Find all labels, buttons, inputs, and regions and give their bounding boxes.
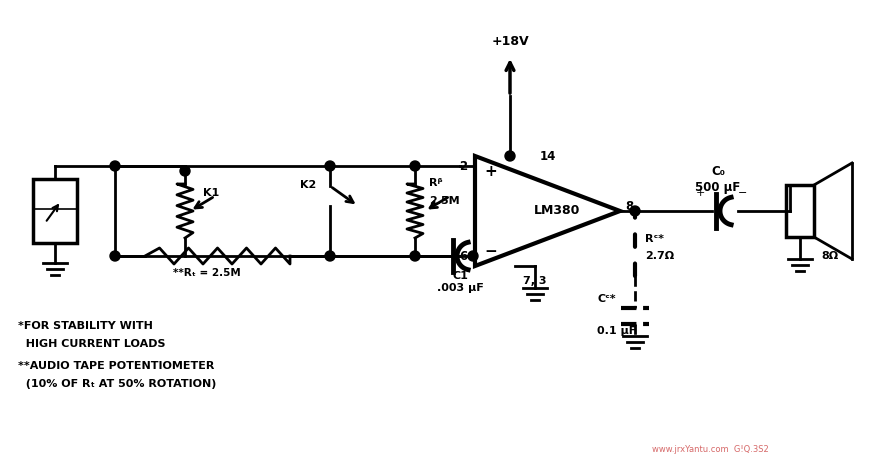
- Text: 8: 8: [625, 199, 634, 212]
- Text: −: −: [485, 244, 497, 258]
- Text: **Rₜ = 2.5M: **Rₜ = 2.5M: [173, 268, 241, 278]
- Text: **AUDIO TAPE POTENTIOMETER: **AUDIO TAPE POTENTIOMETER: [18, 361, 215, 371]
- Text: 2: 2: [459, 159, 467, 172]
- Text: 500 μF: 500 μF: [695, 181, 740, 194]
- Circle shape: [505, 151, 515, 161]
- Circle shape: [468, 251, 478, 261]
- Circle shape: [180, 166, 190, 176]
- Text: +: +: [695, 188, 705, 198]
- Text: 0.1 μF: 0.1 μF: [597, 326, 636, 336]
- Text: 7, 3: 7, 3: [523, 276, 547, 286]
- Circle shape: [410, 251, 420, 261]
- Text: Rᵝ: Rᵝ: [429, 178, 442, 188]
- Text: +18V: +18V: [491, 35, 529, 48]
- Text: 8Ω: 8Ω: [821, 251, 839, 261]
- Text: C₀: C₀: [711, 165, 725, 178]
- Circle shape: [630, 206, 640, 216]
- Circle shape: [110, 161, 120, 171]
- Text: +: +: [485, 163, 497, 178]
- Text: www.jrxYantu.com  G!Q.3S2: www.jrxYantu.com G!Q.3S2: [652, 445, 768, 454]
- Text: K2: K2: [300, 180, 316, 190]
- Text: LM380: LM380: [534, 205, 580, 218]
- Text: 2.5M: 2.5M: [429, 196, 460, 206]
- Text: (10% OF Rₜ AT 50% ROTATION): (10% OF Rₜ AT 50% ROTATION): [18, 379, 216, 389]
- Text: 6: 6: [459, 249, 467, 262]
- Text: K1: K1: [203, 188, 219, 198]
- Circle shape: [325, 251, 335, 261]
- Text: C1: C1: [452, 271, 468, 281]
- Text: *FOR STABILITY WITH: *FOR STABILITY WITH: [18, 321, 153, 331]
- Text: Cᶜ*: Cᶜ*: [597, 294, 615, 304]
- Text: Rᶜ*: Rᶜ*: [645, 234, 664, 244]
- Text: 14: 14: [540, 149, 556, 162]
- Circle shape: [325, 161, 335, 171]
- Bar: [33, 179, 77, 243]
- Text: −: −: [739, 188, 747, 198]
- Text: 2.7Ω: 2.7Ω: [645, 251, 674, 261]
- Circle shape: [410, 161, 420, 171]
- Text: HIGH CURRENT LOADS: HIGH CURRENT LOADS: [18, 339, 165, 349]
- Bar: [786, 185, 814, 237]
- Circle shape: [110, 251, 120, 261]
- Text: .003 μF: .003 μF: [436, 283, 483, 293]
